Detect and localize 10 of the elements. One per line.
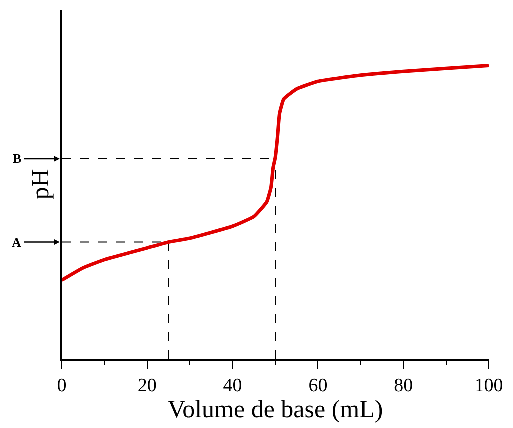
x-tick-label: 0 xyxy=(57,376,67,397)
x-tick-label: 40 xyxy=(223,376,242,397)
x-tick-label: 100 xyxy=(474,376,504,397)
x-tick-label: 20 xyxy=(138,376,157,397)
ref-line-label: B xyxy=(13,151,22,166)
y-axis-title: pH xyxy=(28,169,54,200)
ref-line-label: A xyxy=(12,235,22,250)
x-tick-label: 60 xyxy=(308,376,328,397)
x-axis-title: Volume de base (mL) xyxy=(168,396,384,424)
x-tick-label: 80 xyxy=(394,376,414,397)
